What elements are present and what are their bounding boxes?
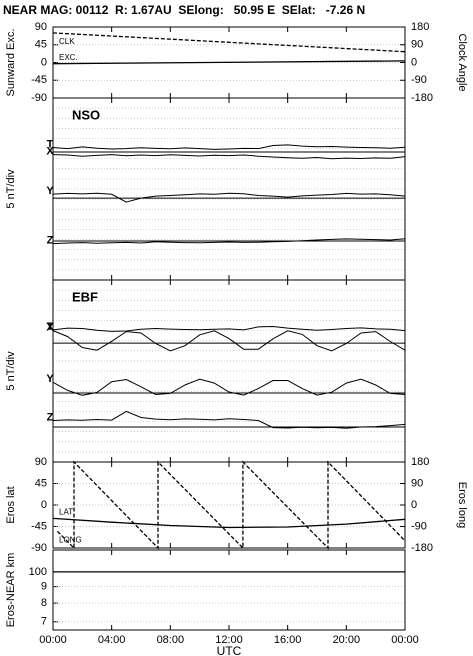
y2-tick-label: -90: [411, 74, 427, 86]
y-axis-label: 5 nT/div: [5, 169, 17, 209]
y-axis-label: Eros-NEAR km: [5, 553, 17, 628]
series-label: LONG: [59, 535, 82, 544]
series-line: [52, 144, 406, 150]
y-tick-label: 45: [35, 477, 47, 489]
series-line: [52, 154, 406, 160]
panel-frame: [52, 461, 406, 549]
series-label: X: [46, 321, 54, 333]
series-line: [52, 517, 406, 529]
y2-tick-label: -90: [411, 520, 427, 532]
series-label: EXC.: [59, 53, 78, 62]
series-line: [52, 410, 406, 429]
y-tick-label: 100: [29, 566, 47, 578]
y2-tick-label: 0: [411, 499, 417, 511]
y-axis-label: Eros lat: [5, 486, 17, 523]
series-line: [52, 238, 406, 245]
panel-frame: [52, 549, 406, 631]
y-axis-label: Sunward Exc.: [5, 29, 17, 97]
y2-axis-label: Eros long: [456, 482, 468, 528]
y-tick-label: 8: [41, 597, 47, 609]
x-tick-label: 00:00: [39, 634, 67, 646]
series-label: T: [47, 321, 54, 333]
series-label: Z: [47, 411, 54, 423]
x-tick-label: 04:00: [98, 634, 126, 646]
x-tick-label: 12:00: [215, 634, 243, 646]
x-tick-label: 16:00: [274, 634, 302, 646]
panel-frame: [52, 97, 406, 281]
series-line: [52, 330, 406, 352]
y-tick-label: -90: [31, 92, 47, 104]
x-tick-label: 00:00: [391, 634, 419, 646]
header-title: NEAR MAG: 00112 R: 1.67AU SElong: 50.95 …: [3, 3, 365, 17]
y-tick-label: 90: [35, 21, 47, 33]
series-label: CLK: [59, 37, 75, 46]
y2-tick-label: 180: [411, 456, 429, 468]
series-line: [52, 378, 406, 396]
y2-tick-label: 90: [411, 477, 423, 489]
series-line: [56, 460, 406, 550]
series-line: [52, 32, 406, 53]
y2-tick-label: 90: [411, 39, 423, 51]
y2-tick-label: 180: [411, 21, 429, 33]
series-line: [52, 60, 406, 65]
y2-tick-label: 0: [411, 56, 417, 68]
series-label: Y: [46, 185, 54, 197]
y-tick-label: 9: [41, 581, 47, 593]
y-tick-label: 0: [41, 56, 47, 68]
series-label: Y: [46, 373, 54, 385]
y-tick-label: 7: [41, 616, 47, 628]
y2-axis-label: Clock Angle: [456, 33, 468, 91]
y2-tick-label: -180: [411, 92, 433, 104]
series-label: X: [46, 146, 54, 158]
y-tick-label: 90: [35, 456, 47, 468]
panel-label: EBF: [72, 289, 98, 304]
panel-label: NSO: [72, 107, 100, 122]
series-label: Z: [47, 235, 54, 247]
y2-tick-label: -180: [411, 542, 433, 554]
y-axis-label: 5 nT/div: [5, 351, 17, 391]
series-line: [52, 192, 406, 203]
x-axis-label: UTC: [217, 644, 242, 656]
y-tick-label: 45: [35, 39, 47, 51]
y-tick-label: -45: [31, 74, 47, 86]
x-tick-label: 08:00: [157, 634, 185, 646]
y-tick-label: 0: [41, 499, 47, 511]
series-line: [52, 325, 406, 332]
y-tick-label: -90: [31, 542, 47, 554]
series-label: T: [47, 138, 54, 150]
y-tick-label: -45: [31, 520, 47, 532]
panel-frame: [52, 279, 406, 463]
series-label: LAT: [59, 507, 73, 516]
x-tick-label: 20:00: [333, 634, 361, 646]
